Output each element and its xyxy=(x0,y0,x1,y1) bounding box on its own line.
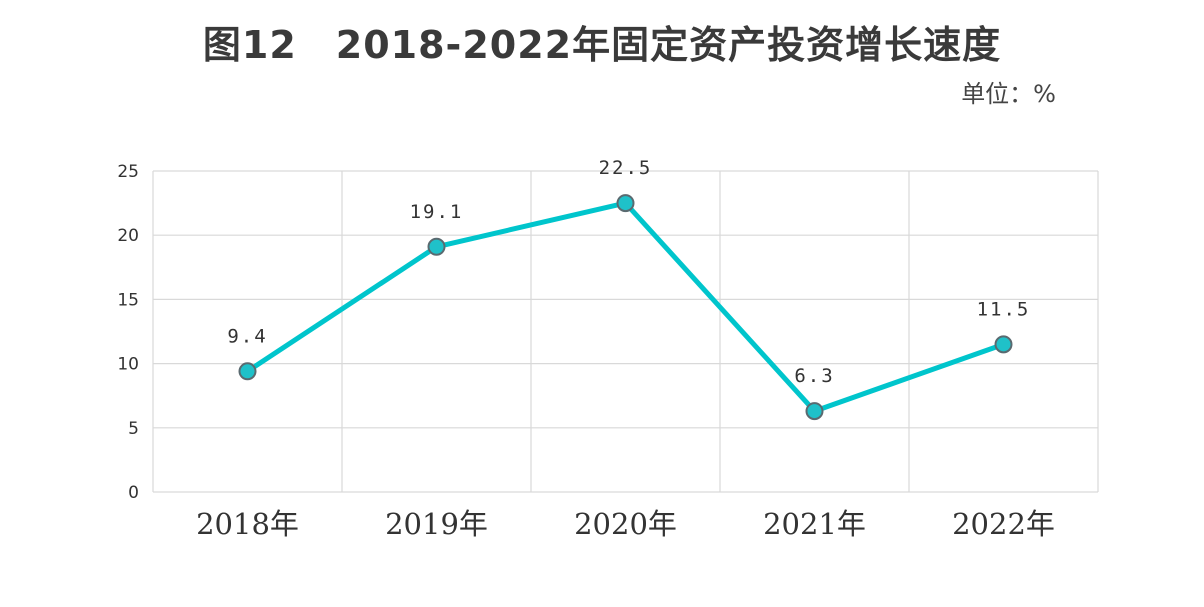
series-line xyxy=(245,200,1006,414)
x-tick-label: 2018年 xyxy=(196,507,299,541)
data-label: 19.1 xyxy=(410,201,464,223)
y-axis: 0 5 10 15 20 25 xyxy=(117,162,139,503)
y-tick-label: 20 xyxy=(117,226,139,246)
series xyxy=(238,194,1013,421)
y-tick-label: 5 xyxy=(128,419,139,439)
data-labels: 9.4 19.1 22.5 6.3 11.5 xyxy=(227,157,1031,387)
data-label: 11.5 xyxy=(977,298,1031,320)
data-point xyxy=(238,362,257,381)
data-point xyxy=(616,194,635,213)
grid xyxy=(152,170,1099,493)
data-point xyxy=(805,402,824,421)
data-label: 6.3 xyxy=(794,365,834,387)
chart-title: 图12 2018-2022年固定资产投资增长速度 xyxy=(202,23,1002,67)
unit-label: 单位：% xyxy=(961,80,1056,108)
x-tick-label: 2020年 xyxy=(574,507,677,541)
data-point xyxy=(427,237,446,256)
y-tick-label: 0 xyxy=(128,483,139,503)
data-label: 9.4 xyxy=(227,325,267,347)
data-point xyxy=(994,335,1013,354)
y-tick-label: 15 xyxy=(117,290,139,310)
x-tick-label: 2019年 xyxy=(385,507,488,541)
y-tick-label: 25 xyxy=(117,162,139,182)
x-axis: 2018年 2019年 2020年 2021年 2022年 xyxy=(196,507,1055,541)
x-tick-label: 2022年 xyxy=(952,507,1055,541)
data-label: 22.5 xyxy=(599,157,653,179)
y-tick-label: 10 xyxy=(117,355,139,375)
x-tick-label: 2021年 xyxy=(763,507,866,541)
